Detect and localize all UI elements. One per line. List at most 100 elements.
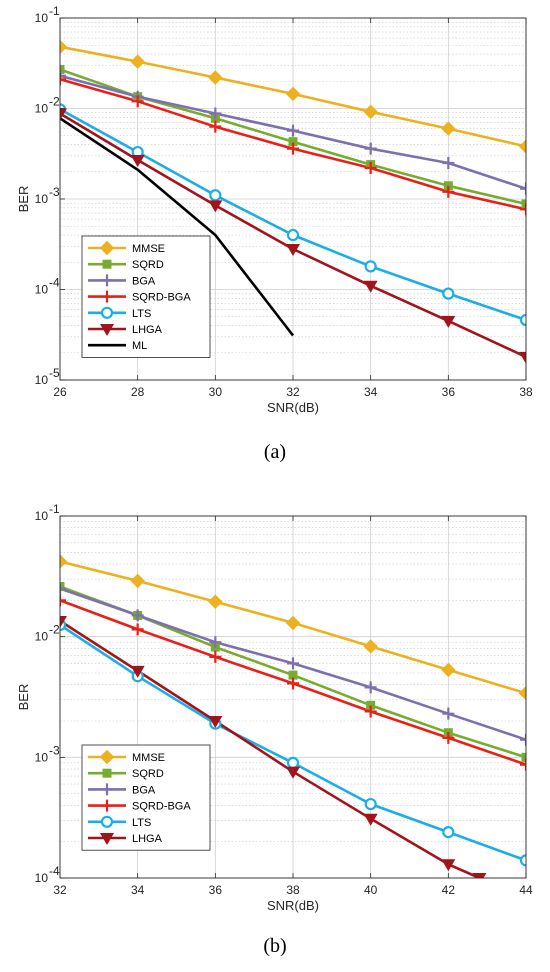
marker-lts: [364, 260, 377, 273]
marker-lts: [286, 228, 300, 242]
marker-sqrd: [102, 768, 112, 778]
marker-lhga: [130, 154, 145, 167]
y-tick-exponent: -4: [49, 276, 60, 290]
marker-lhga: [208, 200, 223, 213]
x-axis-label: SNR(dB): [267, 400, 319, 415]
marker-mmse: [285, 615, 301, 631]
series-group: [60, 39, 526, 364]
marker-sqrd: [60, 64, 65, 74]
marker-mmse: [518, 139, 526, 154]
marker-sqrd: [521, 752, 526, 762]
marker-lhga: [286, 766, 300, 779]
legend-label-sqrd: SQRD: [132, 259, 164, 271]
marker-lts: [209, 189, 222, 202]
y-tick-label: 10: [35, 283, 49, 297]
series-line-ml: [60, 117, 295, 337]
legend-label-bga: BGA: [132, 275, 156, 287]
marker-mmse: [208, 594, 223, 609]
x-tick-label: 28: [131, 385, 145, 399]
marker-lhga: [363, 280, 378, 293]
marker-sqrd-bga: [287, 142, 299, 155]
marker-mmse: [518, 685, 526, 701]
y-tick-exponent: -3: [49, 185, 60, 199]
marker-bga: [287, 657, 299, 670]
marker-mmse: [99, 749, 115, 765]
marker-sqrd-bga: [101, 290, 113, 303]
y-tick-label: 10: [35, 102, 49, 116]
y-tick-exponent: -1: [49, 4, 60, 18]
legend-label-ml: ML: [132, 340, 147, 352]
marker-mmse: [363, 639, 378, 654]
marker-sqrd: [288, 137, 298, 147]
x-tick-label: 26: [53, 385, 67, 399]
marker-lhga: [100, 833, 114, 845]
y-axis-label: BER: [16, 186, 31, 213]
y-tick-label: 10: [35, 630, 49, 644]
marker-mmse: [99, 240, 115, 256]
marker-lts: [519, 854, 526, 867]
marker-lhga: [130, 665, 145, 678]
marker-sqrd-bga: [209, 650, 222, 663]
legend-label-bga: BGA: [132, 784, 156, 796]
legend-label-mmse: MMSE: [132, 752, 165, 764]
marker-mmse: [363, 104, 378, 119]
marker-lhga: [100, 324, 114, 336]
legend-label-lts: LTS: [132, 308, 151, 320]
marker-sqrd-bga: [442, 731, 455, 744]
marker-bga: [101, 783, 113, 796]
y-tick-label: 10: [35, 192, 49, 206]
y-tick-label: 10: [35, 373, 49, 387]
marker-sqrd: [288, 670, 298, 680]
marker-lhga: [208, 716, 223, 729]
marker-sqrd-bga: [209, 120, 222, 133]
marker-bga: [520, 733, 526, 746]
marker-sqrd-bga: [520, 203, 526, 216]
marker-lts: [442, 287, 455, 300]
marker-bga: [364, 142, 377, 155]
x-tick-label: 34: [364, 385, 378, 399]
x-tick-label: 40: [364, 883, 378, 897]
marker-sqrd-bga: [520, 758, 526, 771]
marker-mmse: [60, 39, 68, 55]
y-tick-exponent: -4: [49, 864, 60, 878]
x-tick-label: 36: [209, 883, 223, 897]
series-group: [60, 554, 526, 878]
marker-lhga: [441, 859, 456, 872]
marker-bga: [209, 107, 222, 120]
marker-bga: [442, 156, 455, 169]
x-axis-label: SNR(dB): [267, 898, 319, 913]
marker-sqrd-bga: [101, 799, 113, 812]
marker-sqrd-bga: [364, 705, 377, 718]
marker-mmse: [130, 573, 145, 589]
marker-lts: [100, 815, 114, 828]
marker-lhga: [286, 244, 300, 257]
marker-lts: [442, 826, 455, 839]
marker-sqrd-bga: [364, 162, 377, 175]
marker-bga: [287, 124, 299, 137]
marker-lhga: [441, 315, 456, 328]
marker-sqrd-bga: [60, 73, 66, 86]
x-tick-label: 36: [442, 385, 456, 399]
legend-label-sqrd-bga: SQRD-BGA: [132, 292, 191, 304]
x-tick-label: 30: [209, 385, 223, 399]
marker-sqrd: [60, 582, 65, 592]
legend-label-mmse: MMSE: [132, 243, 165, 255]
marker-lts: [286, 756, 300, 769]
marker-lhga: [519, 351, 526, 364]
marker-lhga: [363, 813, 378, 826]
y-tick-exponent: -1: [49, 502, 60, 516]
y-tick-label: 10: [35, 750, 49, 764]
marker-bga: [364, 681, 377, 694]
marker-sqrd: [521, 199, 526, 209]
legend-label-sqrd-bga: SQRD-BGA: [132, 801, 191, 813]
marker-sqrd-bga: [131, 623, 144, 636]
y-tick-exponent: -2: [49, 623, 60, 637]
y-tick-label: 10: [35, 11, 49, 25]
y-tick-exponent: -2: [49, 95, 60, 109]
marker-sqrd-bga: [287, 677, 299, 690]
marker-bga: [131, 609, 144, 622]
marker-mmse: [441, 662, 456, 678]
